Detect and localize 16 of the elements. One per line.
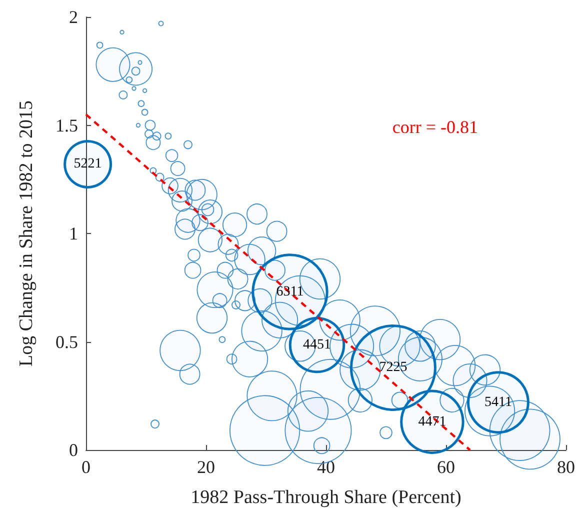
x-tick-label: 0 <box>82 457 90 477</box>
y-axis-title: Log Change in Share 1982 to 2015 <box>16 100 37 366</box>
annotation: corr = -0.81 <box>392 117 478 137</box>
annotation: 6311 <box>276 284 304 300</box>
x-tick-label: 60 <box>437 457 455 477</box>
y-tick-label: 0.5 <box>56 332 78 352</box>
annotation: 4471 <box>418 414 446 430</box>
y-tick-label: 0 <box>69 440 78 460</box>
annotation: 5411 <box>484 394 512 410</box>
x-tick-label: 80 <box>557 457 575 477</box>
y-tick-label: 2 <box>69 7 78 27</box>
y-tick-label: 1.5 <box>56 115 78 136</box>
x-axis-title: 1982 Pass-Through Share (Percent) <box>190 487 462 508</box>
x-tick-label: 20 <box>197 457 215 477</box>
x-tick-label: 40 <box>317 457 335 477</box>
y-tick-label: 1 <box>69 224 78 244</box>
